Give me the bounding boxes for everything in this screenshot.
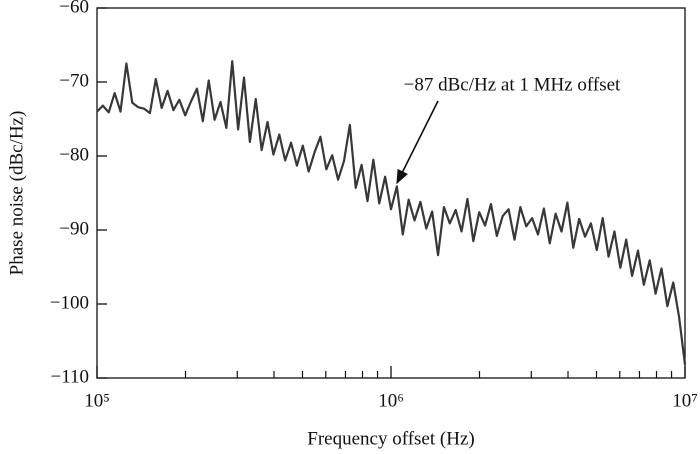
x-tick-label: 10⁵	[84, 390, 110, 411]
plot-frame	[96, 7, 686, 379]
y-tick-label: −80	[59, 144, 89, 165]
x-axis-label: Frequency offset (Hz)	[307, 428, 474, 449]
annotation-arrow	[396, 100, 439, 185]
annotation: −87 dBc/Hz at 1 MHz offset	[404, 74, 621, 95]
y-tick-label: −70	[59, 70, 89, 91]
data-line	[96, 60, 687, 365]
y-tick-label: −60	[59, 0, 89, 17]
y-axis-label: Phase noise (dBc/Hz)	[6, 111, 27, 276]
y-tick-label: −100	[50, 292, 89, 313]
y-tick-label: −90	[59, 218, 89, 239]
x-tick-label: 10⁶	[378, 390, 404, 411]
x-tick-label: 10⁷	[672, 390, 698, 411]
y-tick-label: −110	[50, 366, 89, 387]
